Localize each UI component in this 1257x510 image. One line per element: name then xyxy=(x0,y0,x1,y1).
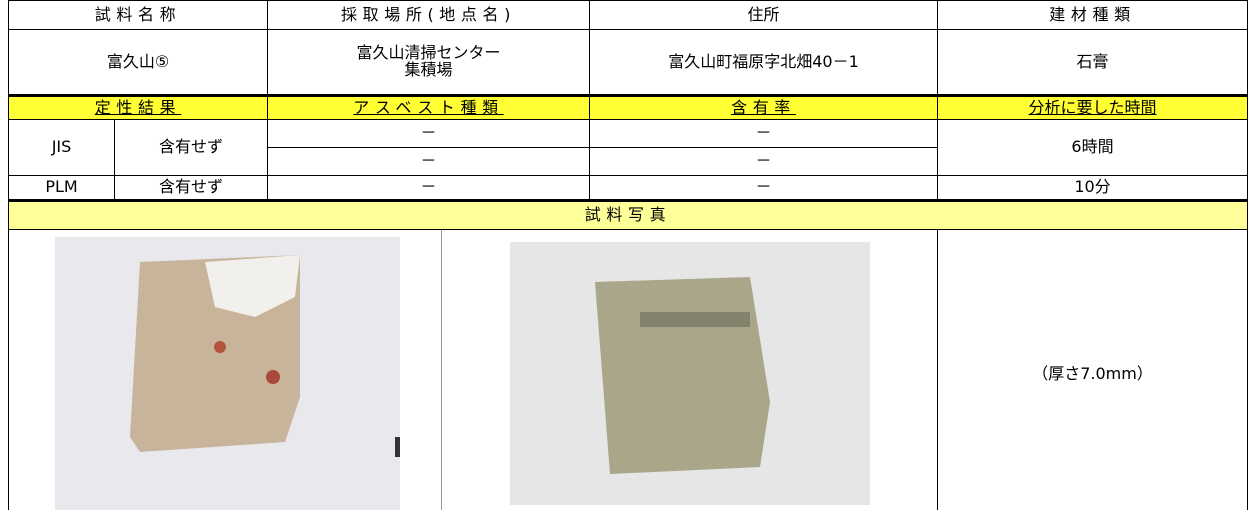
result-header: 含有率 xyxy=(590,95,938,120)
time: 10分 xyxy=(938,176,1248,200)
result-header: 分析に要した時間 xyxy=(938,95,1248,120)
asbestos: － xyxy=(268,176,590,200)
time: 6時間 xyxy=(938,120,1248,176)
method: PLM xyxy=(8,176,115,200)
header-cell: 試料名称 xyxy=(8,0,268,30)
header-cell: 建材種類 xyxy=(938,0,1248,30)
rate: － xyxy=(590,148,938,176)
photo-cell xyxy=(8,230,442,510)
location-line: 富久山清掃センター xyxy=(356,43,501,63)
header-cell: 採取場所(地点名) xyxy=(268,0,590,30)
asbestos: － xyxy=(268,148,590,176)
photo xyxy=(55,237,400,510)
photo xyxy=(510,242,870,505)
result: 含有せず xyxy=(115,120,268,176)
result-header: アスベスト種類 xyxy=(268,95,590,120)
header-cell: 住所 xyxy=(590,0,938,30)
location-line: 集積場 xyxy=(404,60,453,79)
material: 石膏 xyxy=(938,30,1248,95)
location: 富久山清掃センター 集積場 xyxy=(268,30,590,95)
photo-cell xyxy=(442,230,938,510)
address: 富久山町福原字北畑40－1 xyxy=(590,30,938,95)
rate: － xyxy=(590,176,938,200)
note: （厚さ7.0mm） xyxy=(938,230,1248,510)
result-header: 定性結果 xyxy=(8,95,268,120)
result: 含有せず xyxy=(115,176,268,200)
rate: － xyxy=(590,120,938,148)
photo-header: 試料写真 xyxy=(8,200,1248,230)
method: JIS xyxy=(8,120,115,176)
asbestos: － xyxy=(268,120,590,148)
sample-name: 富久山⑤ xyxy=(8,30,268,95)
